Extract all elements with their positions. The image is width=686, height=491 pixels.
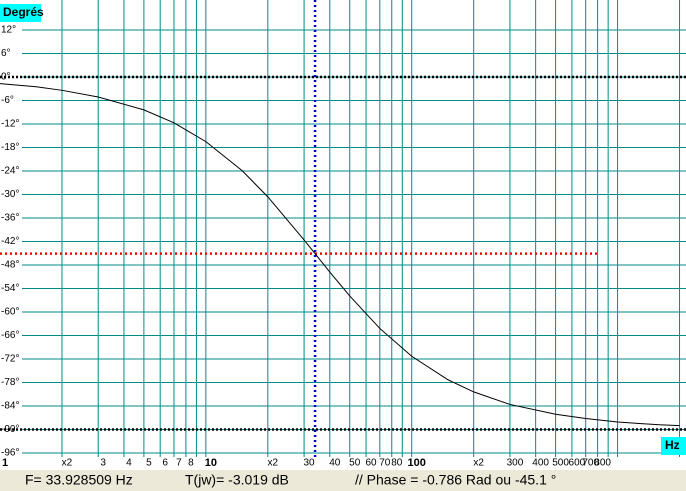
x-tick-label: x2 [268, 458, 279, 469]
plot-bg [0, 0, 686, 470]
y-tick-label: -36° [1, 213, 19, 224]
x-tick-label: 40 [329, 458, 341, 469]
x-axis-label: Hz [665, 438, 680, 452]
y-tick-label: -30° [1, 189, 19, 200]
y-tick-label: 6° [1, 48, 11, 59]
y-tick-label: -48° [1, 260, 19, 271]
x-tick-label: 800 [594, 458, 611, 469]
status-text: F= 33.928509 Hz [25, 472, 133, 488]
x-tick-label: 8 [188, 458, 194, 469]
x-tick-label: 50 [349, 458, 361, 469]
y-tick-label: -96° [1, 448, 19, 459]
x-tick-label: 3 [100, 458, 106, 469]
x-tick-label: 400 [532, 458, 549, 469]
x-tick-label: 7 [176, 458, 182, 469]
x-tick-label: 30 [304, 458, 316, 469]
title: Degrés [3, 5, 44, 19]
x-tick-label: 60 [365, 458, 377, 469]
status-text: // Phase = -0.786 Rad ou -45.1 ° [355, 472, 556, 488]
y-tick-label: -6° [1, 95, 14, 106]
xlabel-box [661, 437, 686, 455]
x-tick-label: 100 [408, 457, 426, 469]
y-tick-label: -60° [1, 307, 19, 318]
x-tick-label: x2 [62, 458, 73, 469]
title-box [0, 4, 41, 22]
y-tick-label: -12° [1, 119, 19, 130]
status-text: T(jw)= -3.019 dB [185, 472, 289, 488]
data-line [0, 83, 680, 427]
y-tick-label: -66° [1, 330, 19, 341]
x-tick-label: 6 [162, 458, 168, 469]
x-tick-label: 10 [205, 457, 217, 469]
x-tick-label: 70 [379, 458, 391, 469]
status-bar [0, 470, 686, 491]
x-tick-label: 600 [569, 458, 586, 469]
y-tick-label: 12° [1, 25, 16, 36]
y-tick-label: -72° [1, 354, 19, 365]
x-tick-label: 700 [582, 458, 599, 469]
x-tick-label: x2 [473, 458, 484, 469]
y-tick-label: -84° [1, 401, 19, 412]
y-tick-label: -54° [1, 283, 19, 294]
x-tick-label: 1 [2, 457, 8, 469]
x-tick-label: 500 [552, 458, 569, 469]
x-tick-label: 300 [507, 458, 524, 469]
x-tick-label: 5 [146, 458, 152, 469]
x-tick-label: 4 [126, 458, 132, 469]
y-tick-label: -24° [1, 166, 19, 177]
y-tick-label: -90° [1, 424, 19, 435]
y-tick-label: -42° [1, 236, 19, 247]
y-tick-label: -18° [1, 142, 19, 153]
y-tick-label: -78° [1, 377, 19, 388]
x-tick-label: 80 [391, 458, 403, 469]
